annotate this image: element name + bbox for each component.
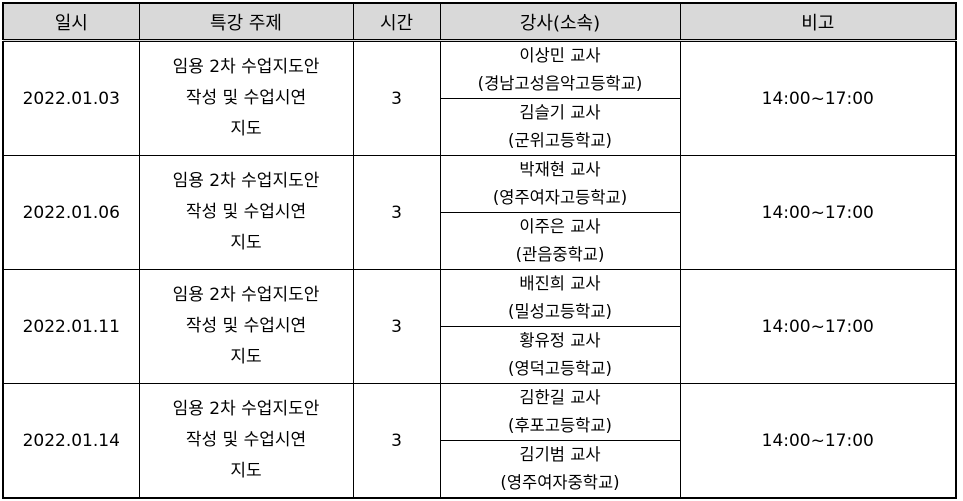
lecturer-cell: 김슬기 교사 (군위고등학교)	[439, 98, 681, 156]
lecturer-name: 이상민 교사	[519, 46, 601, 65]
lecturer-name: 박재현 교사	[519, 160, 601, 179]
hours-cell: 3	[352, 269, 441, 384]
table-subrow: 황유정 교사 (영덕고등학교)	[3, 326, 956, 384]
lecturer-name: 이주은 교사	[519, 217, 601, 236]
topic-line: 지도	[230, 119, 262, 139]
lecturer-cell: 박재현 교사 (영주여자고등학교)	[439, 155, 681, 213]
header-hours: 시간	[352, 2, 441, 42]
date-cell: 2022.01.03	[2, 40, 140, 156]
lecturer-org: (밀성고등학교)	[508, 302, 612, 321]
lecturer-cell: 김한길 교사 (후포고등학교)	[439, 383, 681, 441]
header-topic: 특강 주제	[138, 2, 354, 42]
lecturer-name: 배진희 교사	[519, 274, 601, 293]
topic-line: 임용 2차 수업지도안	[172, 285, 320, 305]
lecturer-cell: 이주은 교사 (관음중학교)	[439, 212, 681, 270]
lecturer-name: 김기범 교사	[519, 445, 601, 464]
topic-line: 작성 및 수업시연	[185, 316, 307, 336]
note-cell: 14:00~17:00	[679, 155, 957, 270]
lecturer-org: (영주여자중학교)	[500, 473, 620, 492]
lecturer-cell: 김기범 교사 (영주여자중학교)	[439, 440, 681, 499]
topic-line: 지도	[230, 233, 262, 253]
date-cell: 2022.01.11	[2, 269, 140, 384]
table-subrow: 이주은 교사 (관음중학교)	[3, 212, 956, 270]
date-cell: 2022.01.06	[2, 155, 140, 270]
lecturer-cell: 황유정 교사 (영덕고등학교)	[439, 326, 681, 384]
lecturer-name: 김한길 교사	[519, 388, 601, 407]
note-cell: 14:00~17:00	[679, 383, 957, 499]
date-cell: 2022.01.14	[2, 383, 140, 499]
header-lecturer: 강사(소속)	[439, 2, 681, 42]
lecturer-cell: 이상민 교사 (경남고성음악고등학교)	[439, 40, 681, 99]
table-subrow: 김기범 교사 (영주여자중학교)	[3, 440, 956, 499]
lecturer-name: 황유정 교사	[519, 331, 601, 350]
hours-cell: 3	[352, 40, 441, 156]
note-cell: 14:00~17:00	[679, 40, 957, 156]
lecturer-org: (경남고성음악고등학교)	[477, 74, 643, 93]
lecturer-cell: 배진희 교사 (밀성고등학교)	[439, 269, 681, 327]
lecturer-org: (군위고등학교)	[508, 131, 612, 150]
lecturer-org: (관음중학교)	[515, 245, 605, 264]
lecturer-name: 김슬기 교사	[519, 103, 601, 122]
topic-line: 지도	[230, 461, 262, 481]
topic-line: 임용 2차 수업지도안	[172, 171, 320, 191]
topic-line: 임용 2차 수업지도안	[172, 399, 320, 419]
lecturer-org: (영덕고등학교)	[508, 359, 612, 378]
table-subrow: 김슬기 교사 (군위고등학교)	[3, 98, 956, 156]
header-row: 일시 특강 주제 시간 강사(소속) 비고	[2, 2, 957, 42]
note-cell: 14:00~17:00	[679, 269, 957, 384]
hours-cell: 3	[352, 383, 441, 499]
hours-cell: 3	[352, 155, 441, 270]
header-note: 비고	[679, 2, 957, 42]
topic-line: 작성 및 수업시연	[185, 430, 307, 450]
topic-line: 지도	[230, 347, 262, 367]
lecturer-org: (후포고등학교)	[508, 416, 612, 435]
topic-line: 임용 2차 수업지도안	[172, 57, 320, 77]
lecturer-org: (영주여자고등학교)	[492, 188, 628, 207]
header-date: 일시	[2, 2, 140, 42]
topic-line: 작성 및 수업시연	[185, 202, 307, 222]
topic-line: 작성 및 수업시연	[185, 88, 307, 108]
